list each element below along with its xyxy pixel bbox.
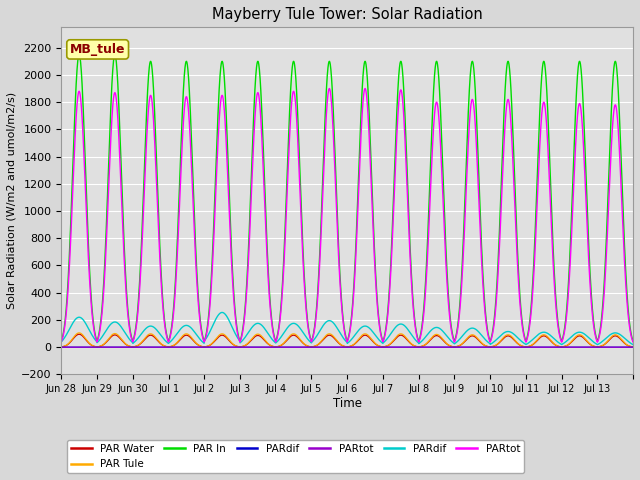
PAR Water [451, 344, 458, 350]
PARdif [58, 344, 65, 350]
PARtot [421, 300, 429, 306]
PARtot [58, 344, 65, 350]
PAR In [508, 102, 516, 108]
PAR In [58, 338, 65, 344]
PARtot [542, 111, 550, 117]
PAR In [542, 75, 550, 81]
PAR In [629, 338, 637, 344]
PAR Water [508, 335, 516, 340]
X-axis label: Time: Time [333, 397, 362, 410]
PAR In [175, 203, 182, 209]
Title: Mayberry Tule Tower: Solar Radiation: Mayberry Tule Tower: Solar Radiation [212, 7, 483, 22]
PARtot [325, 85, 333, 91]
PAR In [129, 338, 137, 344]
PARdif [218, 310, 226, 315]
PARtot [58, 339, 65, 345]
PARdif [629, 344, 637, 350]
PAR Tule [421, 342, 429, 348]
PAR In [623, 290, 631, 296]
PAR Water [58, 344, 65, 350]
PAR In [421, 290, 429, 296]
PARtot [508, 131, 515, 136]
PARtot [175, 344, 182, 350]
Line: PARdif: PARdif [61, 312, 633, 345]
PAR Water [175, 338, 182, 344]
PAR Tule [75, 330, 83, 336]
PARdif [623, 337, 631, 343]
PAR Water [623, 342, 631, 348]
PARtot [594, 339, 602, 345]
PARdif [508, 344, 515, 350]
PARtot [508, 344, 515, 350]
Y-axis label: Solar Radiation (W/m2 and umol/m2/s): Solar Radiation (W/m2 and umol/m2/s) [7, 92, 17, 310]
PAR Water [75, 331, 83, 337]
Line: PAR In: PAR In [61, 55, 633, 341]
PAR In [75, 52, 83, 58]
PAR Water [472, 334, 479, 340]
Legend: PAR Water, PAR Tule, PAR In, PARdif, PARtot, PARdif, PARtot: PAR Water, PAR Tule, PAR In, PARdif, PAR… [67, 440, 524, 473]
PAR Water [542, 334, 550, 339]
PARdif [594, 342, 602, 348]
PAR Tule [542, 333, 550, 338]
PAR Tule [58, 344, 65, 350]
PAR In [472, 87, 479, 93]
PARtot [471, 344, 479, 350]
PARtot [623, 344, 630, 350]
Line: PARtot: PARtot [61, 88, 633, 342]
Line: PAR Tule: PAR Tule [61, 333, 633, 347]
PARtot [542, 344, 550, 350]
PARdif [542, 344, 550, 350]
PARtot [629, 339, 637, 345]
PARtot [420, 344, 428, 350]
PARtot [175, 228, 182, 234]
PARtot [471, 119, 479, 124]
Text: MB_tule: MB_tule [70, 43, 125, 56]
PARdif [420, 344, 428, 350]
PARdif [175, 344, 182, 350]
PARdif [471, 344, 479, 350]
PARdif [471, 326, 479, 332]
PAR Water [629, 344, 637, 350]
PAR Tule [175, 338, 182, 344]
PAR Tule [508, 334, 516, 339]
PARdif [58, 339, 65, 345]
PARtot [629, 344, 637, 350]
PARdif [421, 335, 429, 341]
PAR Tule [451, 344, 458, 350]
PAR Tule [472, 333, 479, 339]
PARdif [629, 342, 637, 348]
PARdif [175, 329, 182, 335]
PAR Water [421, 342, 429, 348]
PARdif [508, 330, 515, 336]
PARdif [542, 330, 550, 336]
PARtot [623, 299, 631, 304]
Line: PAR Water: PAR Water [61, 334, 633, 347]
PARdif [623, 344, 630, 350]
PAR Tule [623, 342, 631, 348]
PAR Tule [629, 344, 637, 350]
